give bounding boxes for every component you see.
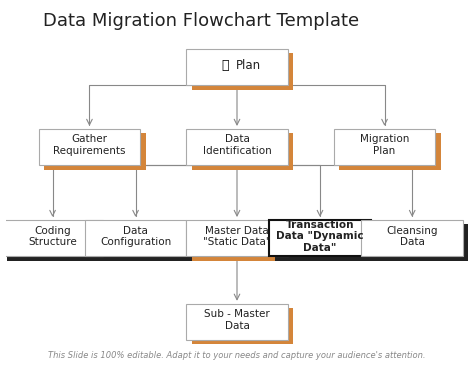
Text: Sub - Master
Data: Sub - Master Data [204,309,270,331]
Text: Transaction
Data "Dynamic
Data": Transaction Data "Dynamic Data" [276,220,364,253]
FancyBboxPatch shape [192,308,293,345]
Text: Coding
Structure: Coding Structure [28,225,77,247]
FancyBboxPatch shape [2,220,103,256]
FancyBboxPatch shape [192,133,293,170]
Text: Plan: Plan [236,59,261,72]
FancyBboxPatch shape [334,129,435,165]
FancyBboxPatch shape [192,224,293,261]
FancyBboxPatch shape [91,224,192,261]
FancyBboxPatch shape [192,53,293,90]
Text: Migration
Plan: Migration Plan [360,134,409,156]
FancyBboxPatch shape [85,220,186,256]
FancyBboxPatch shape [186,304,288,340]
Text: Gather
Requirements: Gather Requirements [53,134,126,156]
FancyBboxPatch shape [367,224,468,261]
FancyBboxPatch shape [339,133,441,170]
FancyBboxPatch shape [39,129,140,165]
FancyBboxPatch shape [362,220,463,256]
FancyBboxPatch shape [186,220,288,256]
Text: 📋: 📋 [222,59,229,72]
FancyBboxPatch shape [275,224,376,261]
Text: Master Data
"Static Data": Master Data "Static Data" [203,225,271,247]
FancyBboxPatch shape [44,133,146,170]
FancyBboxPatch shape [269,220,371,256]
FancyBboxPatch shape [186,129,288,165]
Text: Data Migration Flowchart Template: Data Migration Flowchart Template [43,12,359,30]
FancyBboxPatch shape [186,49,288,85]
Text: Cleansing
Data: Cleansing Data [386,225,438,247]
Text: This Slide is 100% editable. Adapt it to your needs and capture your audience's : This Slide is 100% editable. Adapt it to… [48,351,426,360]
Text: Data
Configuration: Data Configuration [100,225,171,247]
FancyBboxPatch shape [8,224,109,261]
Text: Data
Identification: Data Identification [202,134,272,156]
